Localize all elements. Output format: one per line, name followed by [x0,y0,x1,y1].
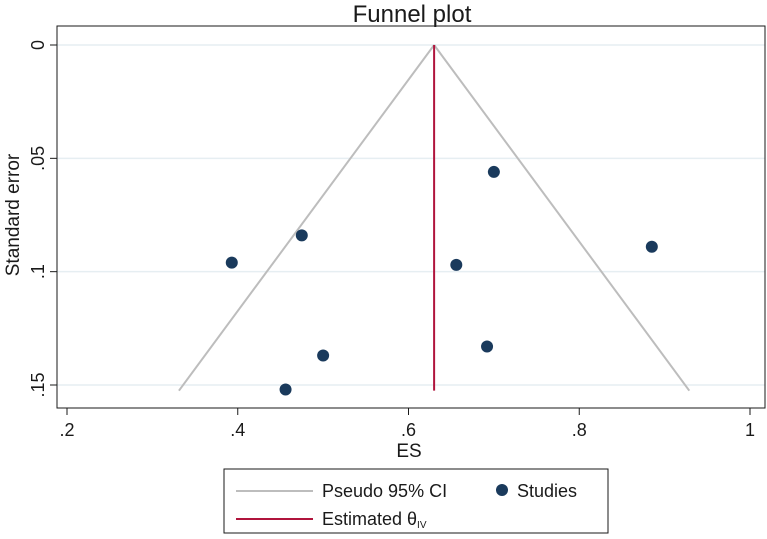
legend-ci-label: Pseudo 95% CI [322,481,447,501]
legend-estimate-label: Estimated θIV [322,509,427,531]
chart-title: Funnel plot [353,1,472,28]
legend-estimate-subscript: IV [417,520,427,531]
study-point [225,256,238,269]
ci-line-right [433,44,691,392]
axes: .2 .4 .6 .8 1 0 .05 .1 .15 [28,40,755,440]
plot-area-frame [56,25,766,409]
y-tick-label: .15 [28,372,48,397]
y-tick-label: .05 [28,146,48,171]
y-axis-title: Standard error [3,153,24,276]
legend-studies-marker [496,484,508,496]
gridlines [57,44,765,386]
study-point [450,258,463,271]
study-point [487,165,500,178]
study-point [317,349,330,362]
x-tick-label: .6 [401,420,416,440]
study-point [279,383,292,396]
legend-studies-label: Studies [517,481,577,501]
x-tick-label: .2 [59,420,74,440]
y-tick-label: 0 [28,40,48,50]
legend: Pseudo 95% CI Studies Estimated θIV [223,468,609,534]
x-tick-label: .4 [230,420,245,440]
study-point [481,340,494,353]
ci-line-left [178,44,435,392]
pseudo-ci-lines [178,44,691,392]
legend-estimate-main: Estimated θ [322,509,417,529]
y-tick-label: .1 [28,264,48,279]
study-points [225,165,658,396]
legend-box [223,468,609,534]
x-axis-title: ES [396,441,421,462]
study-point [645,240,658,253]
study-point [295,229,308,242]
x-tick-label: 1 [745,420,755,440]
x-tick-label: .8 [572,420,587,440]
